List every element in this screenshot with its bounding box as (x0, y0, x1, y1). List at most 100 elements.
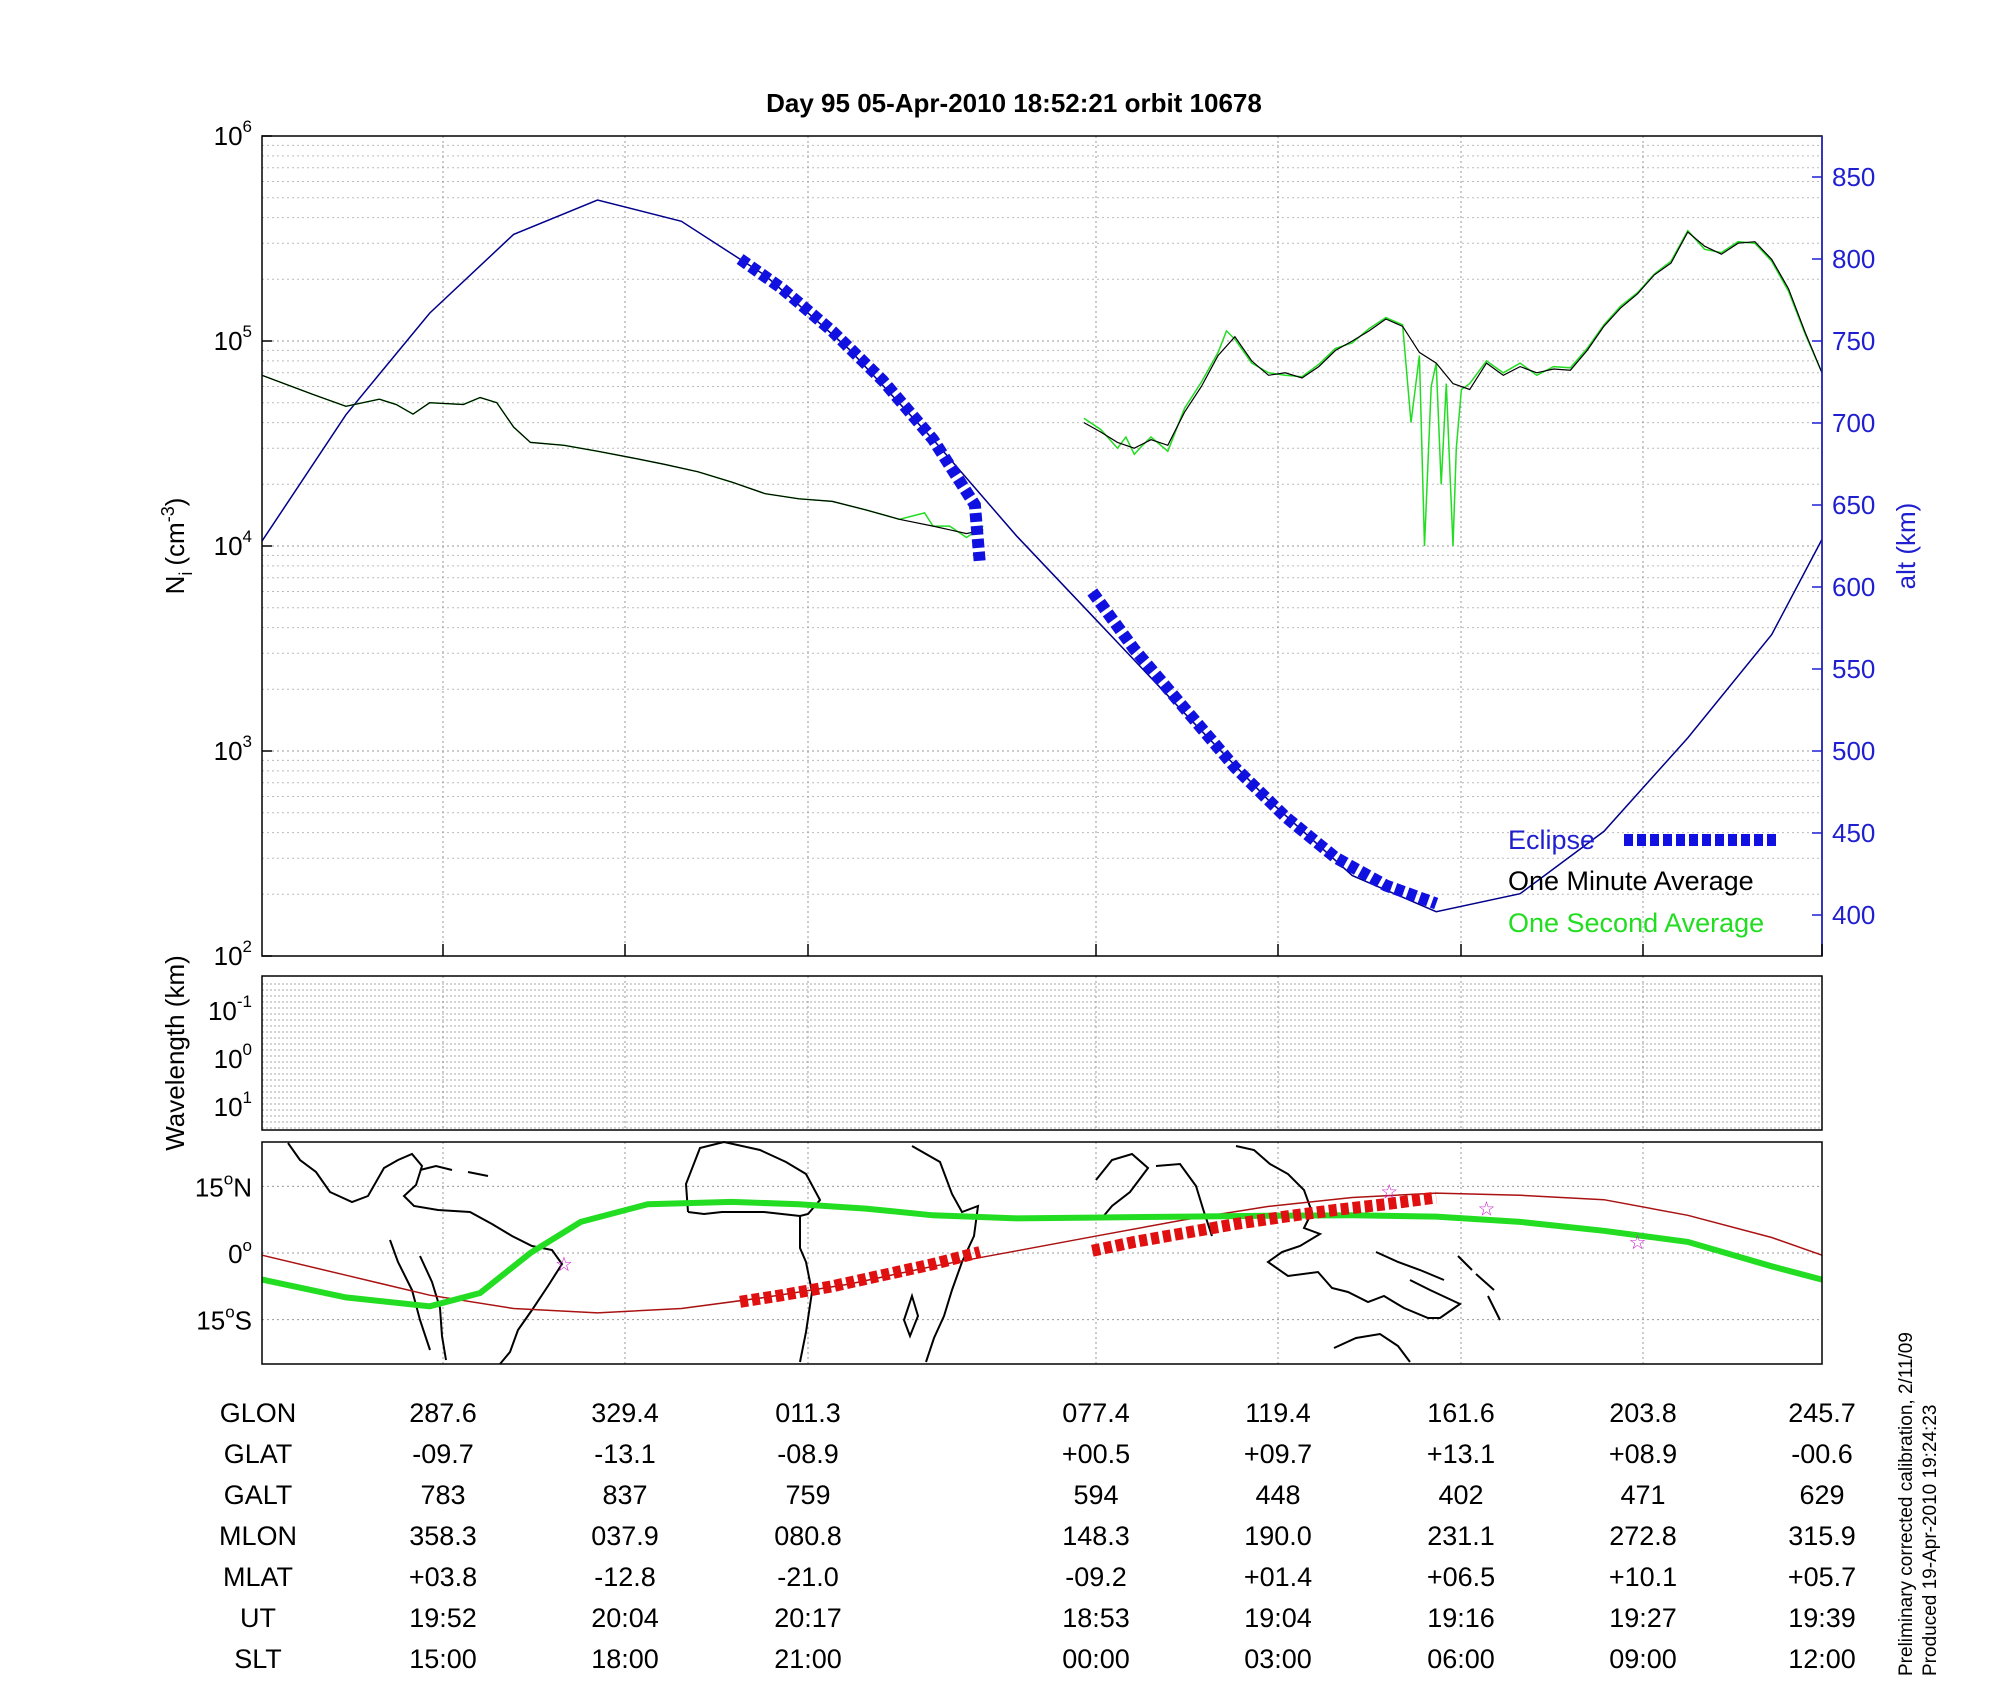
wavelength-tick-label-base: 10 (208, 996, 237, 1026)
density-tick-label-exp: 5 (243, 322, 252, 341)
alt-tick-label: 650 (1832, 490, 1875, 520)
star-marker: ☆ (1380, 1182, 1398, 1204)
table-cell: 12:00 (1788, 1644, 1856, 1674)
table-cell: 358.3 (409, 1521, 477, 1551)
chart-title: Day 95 05-Apr-2010 18:52:21 orbit 10678 (766, 88, 1262, 118)
table-cell: 629 (1799, 1480, 1844, 1510)
density-tick-label-base: 10 (214, 326, 243, 356)
table-cell: 329.4 (591, 1398, 659, 1428)
table-cell: 783 (420, 1480, 465, 1510)
table-cell: 203.8 (1609, 1398, 1677, 1428)
table-cell: 18:53 (1062, 1603, 1130, 1633)
legend: Eclipse One Minute Average One Second Av… (1508, 825, 1776, 938)
magnetic-equator-line (261, 1192, 1823, 1314)
latitude-tick-label: 15oN (195, 1169, 252, 1202)
alt-tick-label: 700 (1832, 408, 1875, 438)
density-grid (262, 136, 1823, 957)
footer-line2: Produced 19-Apr-2010 19:24:23 (1920, 1405, 1941, 1676)
table-cell: -08.9 (777, 1439, 839, 1469)
legend-eclipse-label: Eclipse (1508, 825, 1595, 855)
density-tick-label: 106 (214, 117, 252, 151)
table-cell: 19:39 (1788, 1603, 1856, 1633)
wavelength-y-label: Wavelength (km) (160, 955, 190, 1151)
table-cell: +09.7 (1244, 1439, 1312, 1469)
y-label-close: ) (160, 498, 190, 507)
one-minute-line (1083, 231, 1823, 449)
eclipse-segment (1087, 588, 1439, 910)
table-cell: 402 (1438, 1480, 1483, 1510)
density-tick-label-exp: 3 (243, 732, 252, 751)
coastline-americas (287, 1142, 564, 1365)
table-cell: +08.9 (1609, 1439, 1677, 1469)
density-tick-label-exp: 6 (243, 117, 252, 136)
table-cell: +13.1 (1427, 1439, 1495, 1469)
table-cell: 21:00 (774, 1644, 842, 1674)
table-cell: 19:16 (1427, 1603, 1495, 1633)
alt-tick-label: 800 (1832, 244, 1875, 274)
one-minute-line (261, 374, 984, 535)
table-cell: 20:17 (774, 1603, 842, 1633)
density-tick-label-base: 10 (214, 736, 243, 766)
table-cell: 19:04 (1244, 1603, 1312, 1633)
table-row-label: GALT (224, 1480, 293, 1510)
coastline-southeast-asia (1235, 1145, 1462, 1319)
latitude-tick-deg: 15 (196, 1306, 225, 1336)
table-cell: 011.3 (775, 1398, 841, 1428)
coastline-africa (684, 1140, 822, 1363)
coastline-arabia-india (1095, 1152, 1213, 1237)
alt-tick-label: 550 (1832, 654, 1875, 684)
table-cell: 759 (785, 1480, 830, 1510)
table-cell: 471 (1620, 1480, 1665, 1510)
latitude-tick-degree-mark: o (224, 1169, 233, 1188)
table-cell: 594 (1073, 1480, 1118, 1510)
density-y-label: Ni (cm-3) (158, 498, 196, 595)
table-cell: -12.8 (594, 1562, 656, 1592)
density-tick-label: 103 (214, 732, 252, 766)
wavelength-tick-label-base: 10 (214, 1092, 243, 1122)
density-tick-label-exp: 4 (243, 527, 252, 546)
table-cell: 06:00 (1427, 1644, 1495, 1674)
table-cell: 19:27 (1609, 1603, 1677, 1633)
orbit-table: GLON 287.6 329.4 011.3 077.4 119.4 161.6 203.8 2… (219, 1398, 1856, 1674)
table-cell: +06.5 (1427, 1562, 1495, 1592)
table-cell: -21.0 (777, 1562, 839, 1592)
altitude-line (261, 199, 1823, 913)
table-cell: 272.8 (1609, 1521, 1677, 1551)
coastline-madagascar (902, 1292, 920, 1339)
y-label-exp: -3 (158, 506, 178, 522)
map-series: ☆ ☆ ☆ ☆ (261, 1182, 1823, 1314)
table-cell: 077.4 (1062, 1398, 1130, 1428)
table-cell: 19:52 (409, 1603, 477, 1633)
table-cell: 037.9 (591, 1521, 659, 1551)
table-row-label: MLAT (223, 1562, 293, 1592)
alt-tick-label: 750 (1832, 326, 1875, 356)
coastline-caribbean (419, 1164, 489, 1177)
legend-one-minute-label: One Minute Average (1508, 866, 1754, 896)
density-tick-label: 104 (214, 527, 252, 561)
table-cell: +05.7 (1788, 1562, 1856, 1592)
star-marker: ☆ (555, 1254, 573, 1276)
table-cell: 20:04 (591, 1603, 659, 1633)
table-cell: +00.5 (1062, 1439, 1130, 1469)
latitude-tick-deg: 15 (195, 1172, 224, 1202)
table-cell: 09:00 (1609, 1644, 1677, 1674)
table-cell: 119.4 (1245, 1398, 1311, 1428)
wavelength-tick-label: 100 (214, 1040, 252, 1074)
eclipse-segment (736, 254, 986, 565)
density-series (261, 199, 1823, 913)
star-marker: ☆ (1478, 1199, 1496, 1221)
latitude-tick-hemisphere: S (235, 1306, 252, 1336)
coastlines (287, 1140, 1501, 1365)
latitude-tick-label: 15oS (196, 1303, 252, 1336)
density-tick-label-base: 10 (214, 531, 243, 561)
eclipse-track-segment (739, 1246, 982, 1308)
table-cell: 15:00 (409, 1644, 477, 1674)
wavelength-tick-label-exp: 1 (243, 1088, 252, 1107)
coastline-south-america-west (389, 1239, 431, 1351)
table-row-label: SLT (234, 1644, 282, 1674)
coastline-islands-east (1457, 1255, 1501, 1321)
